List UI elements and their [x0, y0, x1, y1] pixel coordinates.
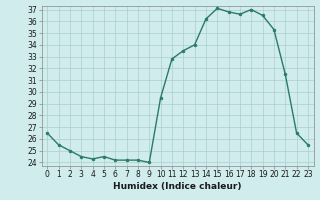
X-axis label: Humidex (Indice chaleur): Humidex (Indice chaleur) [113, 182, 242, 191]
